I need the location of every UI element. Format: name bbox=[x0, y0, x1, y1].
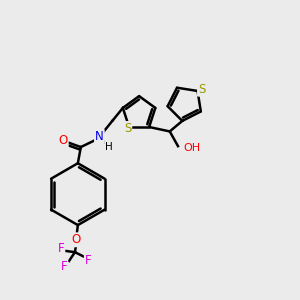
Text: H: H bbox=[105, 142, 113, 152]
Text: F: F bbox=[61, 260, 67, 272]
Text: O: O bbox=[72, 233, 81, 246]
Text: F: F bbox=[58, 242, 64, 255]
Text: OH: OH bbox=[183, 142, 200, 153]
Text: O: O bbox=[58, 134, 68, 147]
Text: S: S bbox=[198, 83, 206, 96]
Text: N: N bbox=[95, 130, 104, 143]
Text: S: S bbox=[124, 122, 131, 135]
Text: F: F bbox=[85, 254, 92, 267]
